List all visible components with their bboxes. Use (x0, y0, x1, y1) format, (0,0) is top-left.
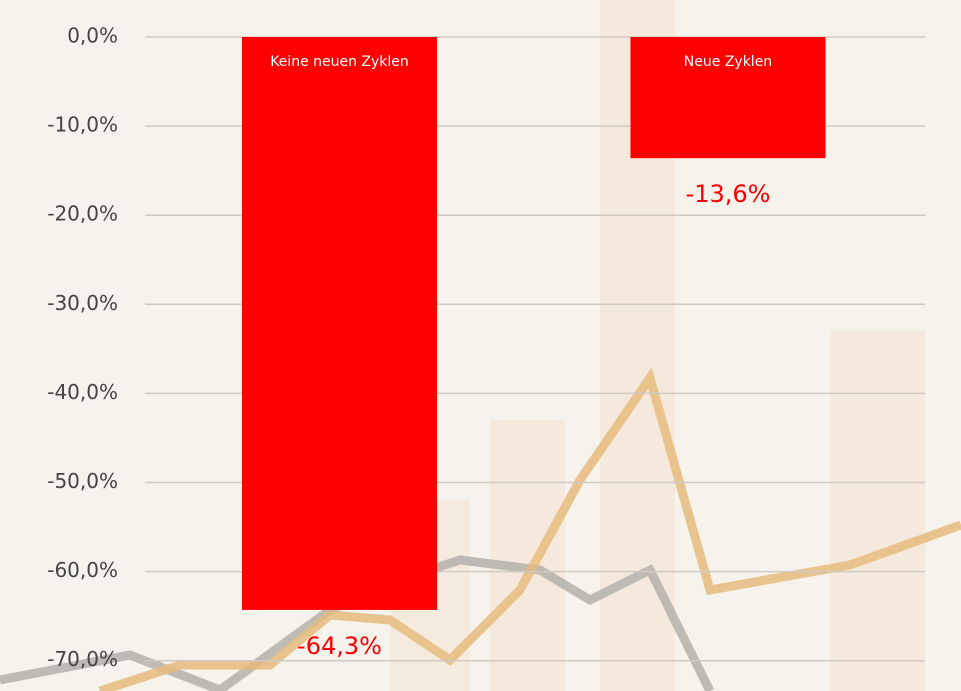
y-tick-label: 0,0% (67, 24, 118, 48)
bar (242, 37, 437, 610)
category-label: Neue Zyklen (684, 54, 772, 70)
y-tick-label: -40,0% (47, 380, 118, 404)
y-tick-label: -20,0% (47, 202, 118, 226)
chart: 0,0% -10,0% -20,0% -30,0% -40,0% -50,0% -60,0%… (0, 0, 961, 691)
value-label: -64,3% (297, 632, 382, 660)
category-label: Keine neuen Zyklen (270, 54, 409, 70)
y-tick-label: -30,0% (47, 291, 118, 315)
y-tick-label: -50,0% (47, 469, 118, 493)
y-tick-label: -60,0% (47, 558, 118, 582)
y-tick-label: -70,0% (47, 647, 118, 671)
page: {"chart_data": {"type": "bar", "categori… (0, 0, 961, 691)
y-tick-label: -10,0% (47, 113, 118, 137)
value-label: -13,6% (686, 180, 771, 208)
